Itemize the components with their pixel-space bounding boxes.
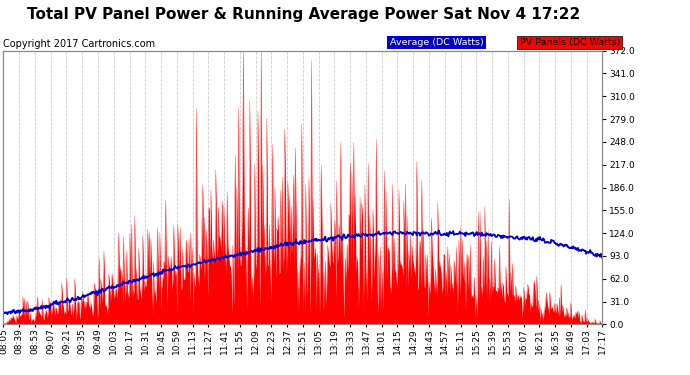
Text: Copyright 2017 Cartronics.com: Copyright 2017 Cartronics.com — [3, 39, 155, 50]
Text: Total PV Panel Power & Running Average Power Sat Nov 4 17:22: Total PV Panel Power & Running Average P… — [27, 8, 580, 22]
Text: Average (DC Watts): Average (DC Watts) — [390, 38, 484, 47]
Text: PV Panels (DC Watts): PV Panels (DC Watts) — [520, 38, 620, 47]
